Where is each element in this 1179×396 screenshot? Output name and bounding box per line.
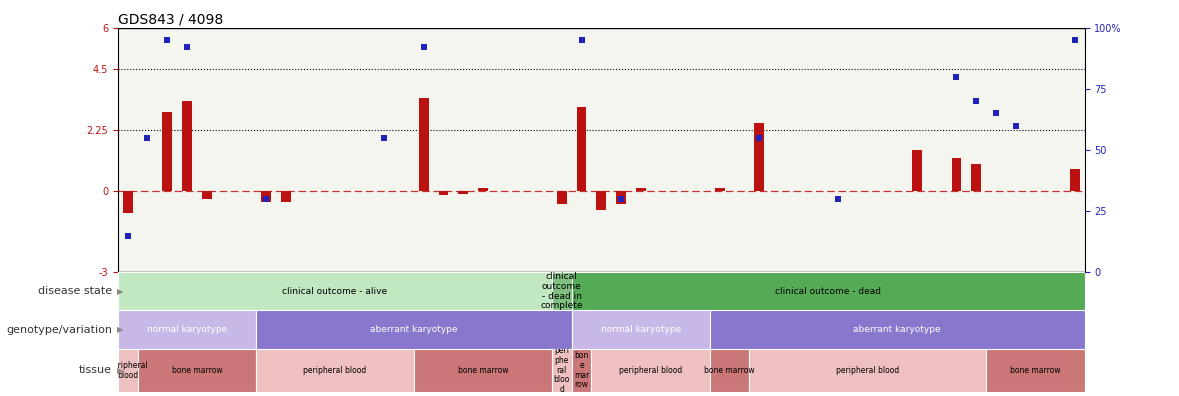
Text: peripheral blood: peripheral blood: [836, 366, 900, 375]
Bar: [281, 191, 290, 202]
Bar: [459, 191, 468, 194]
Text: GDS843 / 4098: GDS843 / 4098: [118, 13, 223, 27]
Bar: [617, 191, 626, 204]
Bar: [635, 188, 646, 191]
Bar: [913, 150, 922, 191]
Bar: [556, 191, 567, 204]
Text: ▶: ▶: [117, 325, 124, 334]
Text: peripheral
blood: peripheral blood: [108, 361, 147, 380]
Text: bone marrow: bone marrow: [1010, 366, 1061, 375]
Text: peripheral blood: peripheral blood: [303, 366, 367, 375]
Text: clinical outcome - alive: clinical outcome - alive: [282, 287, 388, 296]
Text: peri
phe
ral
bloo
d: peri phe ral bloo d: [554, 346, 569, 394]
Bar: [182, 101, 192, 191]
Text: ▶: ▶: [117, 287, 124, 296]
Bar: [597, 191, 606, 210]
Text: clinical
outcome
- dead in
complete: clinical outcome - dead in complete: [541, 272, 584, 310]
Bar: [572, 310, 710, 348]
Bar: [710, 310, 1085, 348]
Bar: [419, 99, 429, 191]
Bar: [755, 123, 764, 191]
Bar: [710, 348, 750, 392]
Bar: [256, 310, 572, 348]
Bar: [572, 272, 1085, 310]
Bar: [118, 310, 256, 348]
Text: genotype/variation: genotype/variation: [6, 324, 112, 335]
Text: ▶: ▶: [117, 366, 124, 375]
Bar: [256, 348, 414, 392]
Bar: [577, 107, 586, 191]
Bar: [1069, 169, 1080, 191]
Text: bone marrow: bone marrow: [457, 366, 508, 375]
Bar: [592, 348, 710, 392]
Text: bone marrow: bone marrow: [704, 366, 755, 375]
Bar: [552, 272, 572, 310]
Text: disease state: disease state: [38, 286, 112, 297]
Text: peripheral blood: peripheral blood: [619, 366, 683, 375]
Bar: [477, 188, 488, 191]
Bar: [552, 348, 572, 392]
Text: bon
e
mar
row: bon e mar row: [574, 351, 590, 389]
Bar: [118, 272, 552, 310]
Bar: [714, 188, 725, 191]
Bar: [971, 164, 981, 191]
Bar: [163, 112, 172, 191]
Bar: [261, 191, 271, 202]
Bar: [138, 348, 256, 392]
Text: aberrant karyotype: aberrant karyotype: [370, 325, 457, 334]
Bar: [118, 348, 138, 392]
Text: clinical outcome - dead: clinical outcome - dead: [775, 287, 881, 296]
Text: normal karyotype: normal karyotype: [147, 325, 228, 334]
Text: tissue: tissue: [79, 365, 112, 375]
Text: normal karyotype: normal karyotype: [600, 325, 681, 334]
Bar: [750, 348, 986, 392]
Bar: [123, 191, 133, 213]
Bar: [439, 191, 448, 195]
Text: aberrant karyotype: aberrant karyotype: [854, 325, 941, 334]
Bar: [986, 348, 1085, 392]
Text: bone marrow: bone marrow: [171, 366, 222, 375]
Bar: [572, 348, 592, 392]
Bar: [414, 348, 552, 392]
Bar: [951, 158, 961, 191]
Bar: [202, 191, 211, 199]
